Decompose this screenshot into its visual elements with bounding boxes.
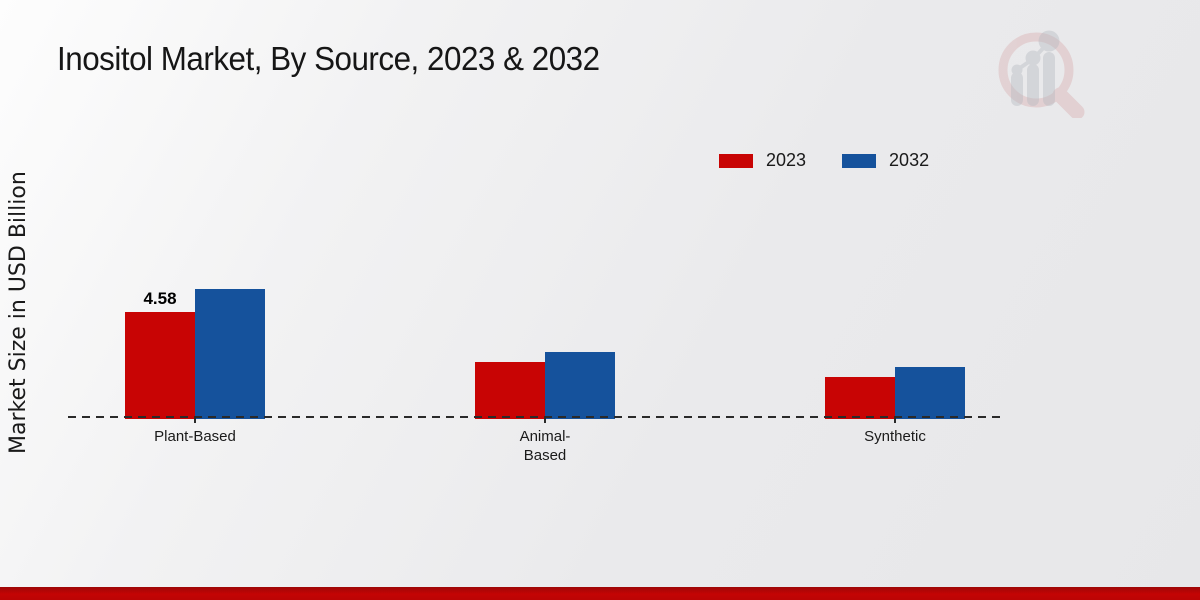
- x-axis-tick: [194, 418, 196, 423]
- bar-2032-plant-based: [195, 289, 265, 419]
- bar-2032-synthetic: [895, 367, 965, 419]
- legend-item-2023: 2023: [719, 150, 806, 171]
- category-label-plant-based: Plant-Based: [154, 428, 236, 445]
- magnifier-bar-chart-logo-icon: [998, 30, 1085, 118]
- x-axis-baseline: [68, 416, 1006, 418]
- bar-2023-plant-based: [125, 312, 195, 419]
- category-label-synthetic: Synthetic: [864, 428, 926, 445]
- bar-value-label: 4.58: [143, 289, 177, 308]
- legend-label: 2023: [766, 150, 807, 170]
- legend-item-2032: 2032: [842, 150, 929, 171]
- footer-red-band: [0, 587, 1200, 600]
- bar-2032-animal-based: [545, 352, 615, 419]
- bar-2023-animal-based: [475, 362, 545, 419]
- legend-swatch-2023: [719, 153, 753, 168]
- legend-label: 2032: [889, 150, 930, 170]
- x-axis-tick: [544, 418, 546, 423]
- legend: 2023 2032: [719, 150, 965, 171]
- bar-2023-synthetic: [825, 377, 895, 419]
- chart-title: Inositol Market, By Source, 2023 & 2032: [57, 40, 600, 77]
- category-label-animal-based: Animal- Based: [519, 428, 571, 464]
- legend-swatch-2032: [842, 153, 877, 168]
- x-axis-tick: [894, 418, 896, 423]
